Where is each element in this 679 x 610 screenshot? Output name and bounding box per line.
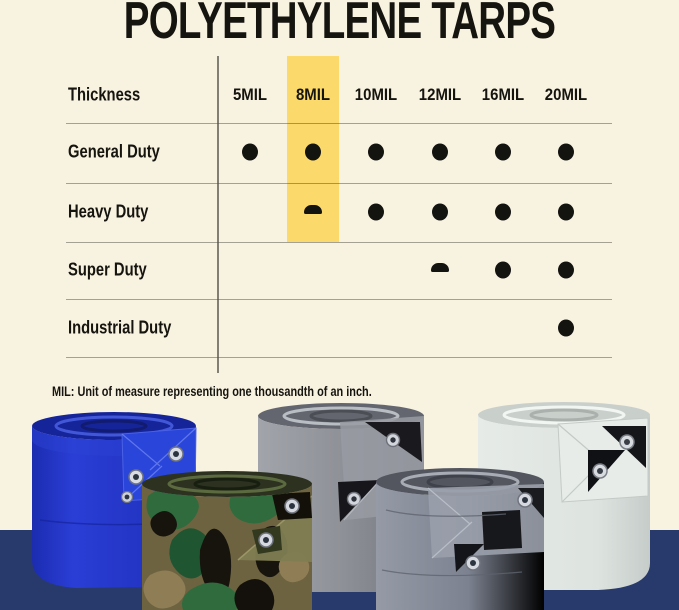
thickness-header: Thickness bbox=[68, 84, 141, 105]
dot-heavy-duty-20mil bbox=[558, 203, 574, 221]
camo-tarp-image bbox=[142, 471, 312, 610]
row-label-heavy-duty: Heavy Duty bbox=[68, 201, 149, 222]
dot-general-duty-10mil bbox=[368, 143, 384, 161]
table-row-divider bbox=[66, 357, 612, 358]
half-dot-heavy-duty-8mil bbox=[304, 205, 322, 214]
silver-tarp-image bbox=[376, 468, 544, 610]
column-header-10mil: 10MIL bbox=[354, 85, 398, 104]
table-row-divider bbox=[66, 299, 612, 300]
table-vertical-divider bbox=[217, 56, 219, 373]
tarp-photo-strip bbox=[0, 400, 679, 610]
column-header-5mil: 5MIL bbox=[232, 85, 268, 104]
dot-super-duty-16mil bbox=[495, 261, 511, 279]
column-header-16mil: 16MIL bbox=[481, 85, 525, 104]
title-row: POLYETHYLENE TARPS bbox=[0, 0, 679, 51]
mil-footnote: MIL: Unit of measure representing one th… bbox=[52, 383, 372, 399]
dot-heavy-duty-16mil bbox=[495, 203, 511, 221]
dot-general-duty-16mil bbox=[495, 143, 511, 161]
column-header-8mil: 8MIL bbox=[295, 85, 331, 104]
dot-general-duty-8mil bbox=[305, 143, 321, 161]
table-row-divider bbox=[66, 242, 612, 243]
dot-general-duty-5mil bbox=[242, 143, 258, 161]
dot-heavy-duty-10mil bbox=[368, 203, 384, 221]
dot-general-duty-12mil bbox=[432, 143, 448, 161]
table-row-divider bbox=[66, 183, 612, 184]
dot-general-duty-20mil bbox=[558, 143, 574, 161]
column-header-20mil: 20MIL bbox=[544, 85, 588, 104]
dot-super-duty-20mil bbox=[558, 261, 574, 279]
table-row-divider bbox=[66, 123, 612, 124]
tarp-photo-illustration bbox=[0, 402, 679, 610]
row-label-industrial-duty: Industrial Duty bbox=[68, 317, 172, 338]
dot-industrial-duty-20mil bbox=[558, 319, 574, 337]
white-tarp-image bbox=[478, 402, 650, 590]
dot-heavy-duty-12mil bbox=[432, 203, 448, 221]
page-title: POLYETHYLENE TARPS bbox=[123, 0, 556, 50]
half-dot-super-duty-12mil bbox=[431, 263, 449, 272]
row-label-general-duty: General Duty bbox=[68, 141, 160, 162]
row-label-super-duty: Super Duty bbox=[68, 259, 147, 280]
column-header-12mil: 12MIL bbox=[418, 85, 462, 104]
